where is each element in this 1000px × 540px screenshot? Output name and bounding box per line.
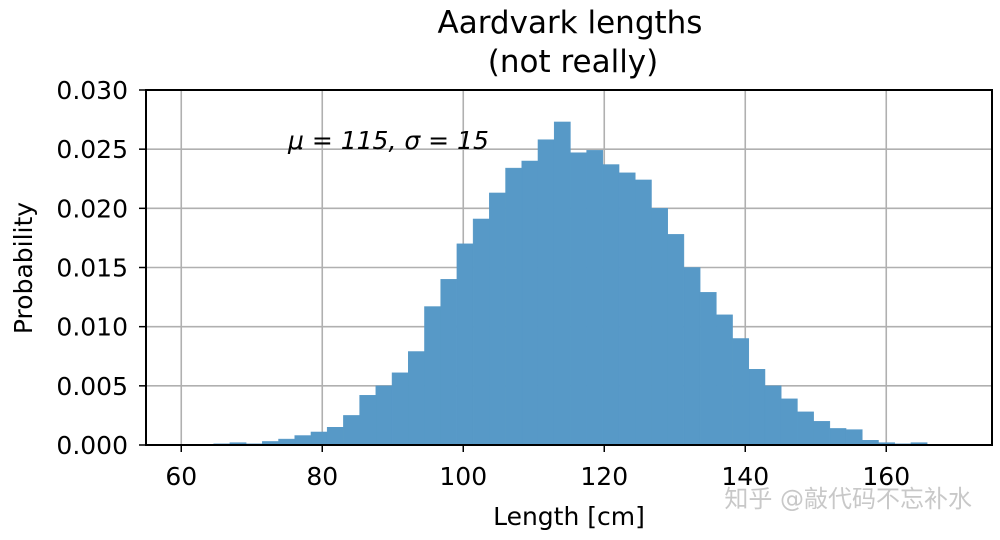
histogram-bar	[602, 164, 620, 446]
y-tick-label: 0.020	[56, 194, 128, 223]
histogram-bar	[424, 306, 441, 446]
histogram-bar	[732, 338, 750, 446]
y-tick-label: 0.010	[56, 313, 128, 342]
histogram-bar	[408, 351, 425, 446]
histogram-bar	[472, 218, 490, 446]
histogram-bar	[375, 385, 393, 446]
distribution-annotation: μ = 115, σ = 15	[287, 126, 489, 155]
histogram-bars	[213, 121, 928, 446]
histogram-bar	[326, 427, 344, 446]
histogram-bar	[780, 398, 798, 446]
x-tick-label: 60	[165, 462, 197, 491]
x-tick-label: 140	[721, 462, 769, 491]
histogram-bar	[359, 395, 377, 446]
x-tick-label: 80	[306, 462, 338, 491]
histogram-bar	[748, 369, 766, 446]
histogram-bar	[764, 385, 782, 446]
y-tick-label: 0.015	[56, 254, 128, 283]
chart-title-line1: Aardvark lengths	[438, 5, 703, 41]
x-tick-label: 100	[439, 462, 487, 491]
plot-frame	[145, 89, 993, 446]
histogram-bar	[521, 160, 539, 446]
histogram-bar	[553, 121, 571, 446]
watermark-text: 知乎 @敲代码不忘补水	[724, 485, 972, 513]
y-tick-label: 0.030	[56, 76, 128, 105]
histogram-bar	[391, 372, 409, 446]
histogram-bar	[635, 179, 652, 446]
histogram-bar	[813, 421, 831, 446]
histogram-bar	[667, 234, 685, 446]
y-tick-label: 0.000	[56, 431, 128, 460]
histogram-bar	[829, 428, 847, 446]
histogram-bar	[537, 139, 555, 446]
histogram-bar	[489, 192, 506, 446]
histogram-bar	[440, 279, 458, 446]
histogram-bar	[343, 415, 360, 446]
x-tick-label: 120	[580, 462, 628, 491]
histogram-bar	[570, 152, 587, 446]
histogram-bar	[456, 243, 474, 446]
histogram-bar	[845, 429, 863, 446]
histogram-bar	[294, 435, 312, 446]
histogram-bar	[586, 150, 604, 446]
histogram-bar	[651, 208, 668, 446]
histogram-bar	[310, 431, 328, 446]
x-axis-label: Length [cm]	[493, 502, 645, 531]
histogram-bar	[699, 292, 717, 446]
axis-ticks: 60 80 100 120 140 160 0.000 0.005 0.010 0.015 0.02…	[56, 76, 910, 491]
histogram-bar	[683, 267, 701, 446]
x-tick-label: 160	[862, 462, 910, 491]
histogram-bar	[505, 167, 523, 446]
histogram-bar	[797, 411, 814, 446]
chart-title-line2: (not really)	[488, 44, 659, 80]
histogram-bar	[716, 314, 733, 446]
y-tick-label: 0.025	[56, 135, 128, 164]
y-axis-label: Probability	[9, 202, 38, 334]
histogram-bar	[618, 172, 636, 446]
y-tick-label: 0.005	[56, 372, 128, 401]
